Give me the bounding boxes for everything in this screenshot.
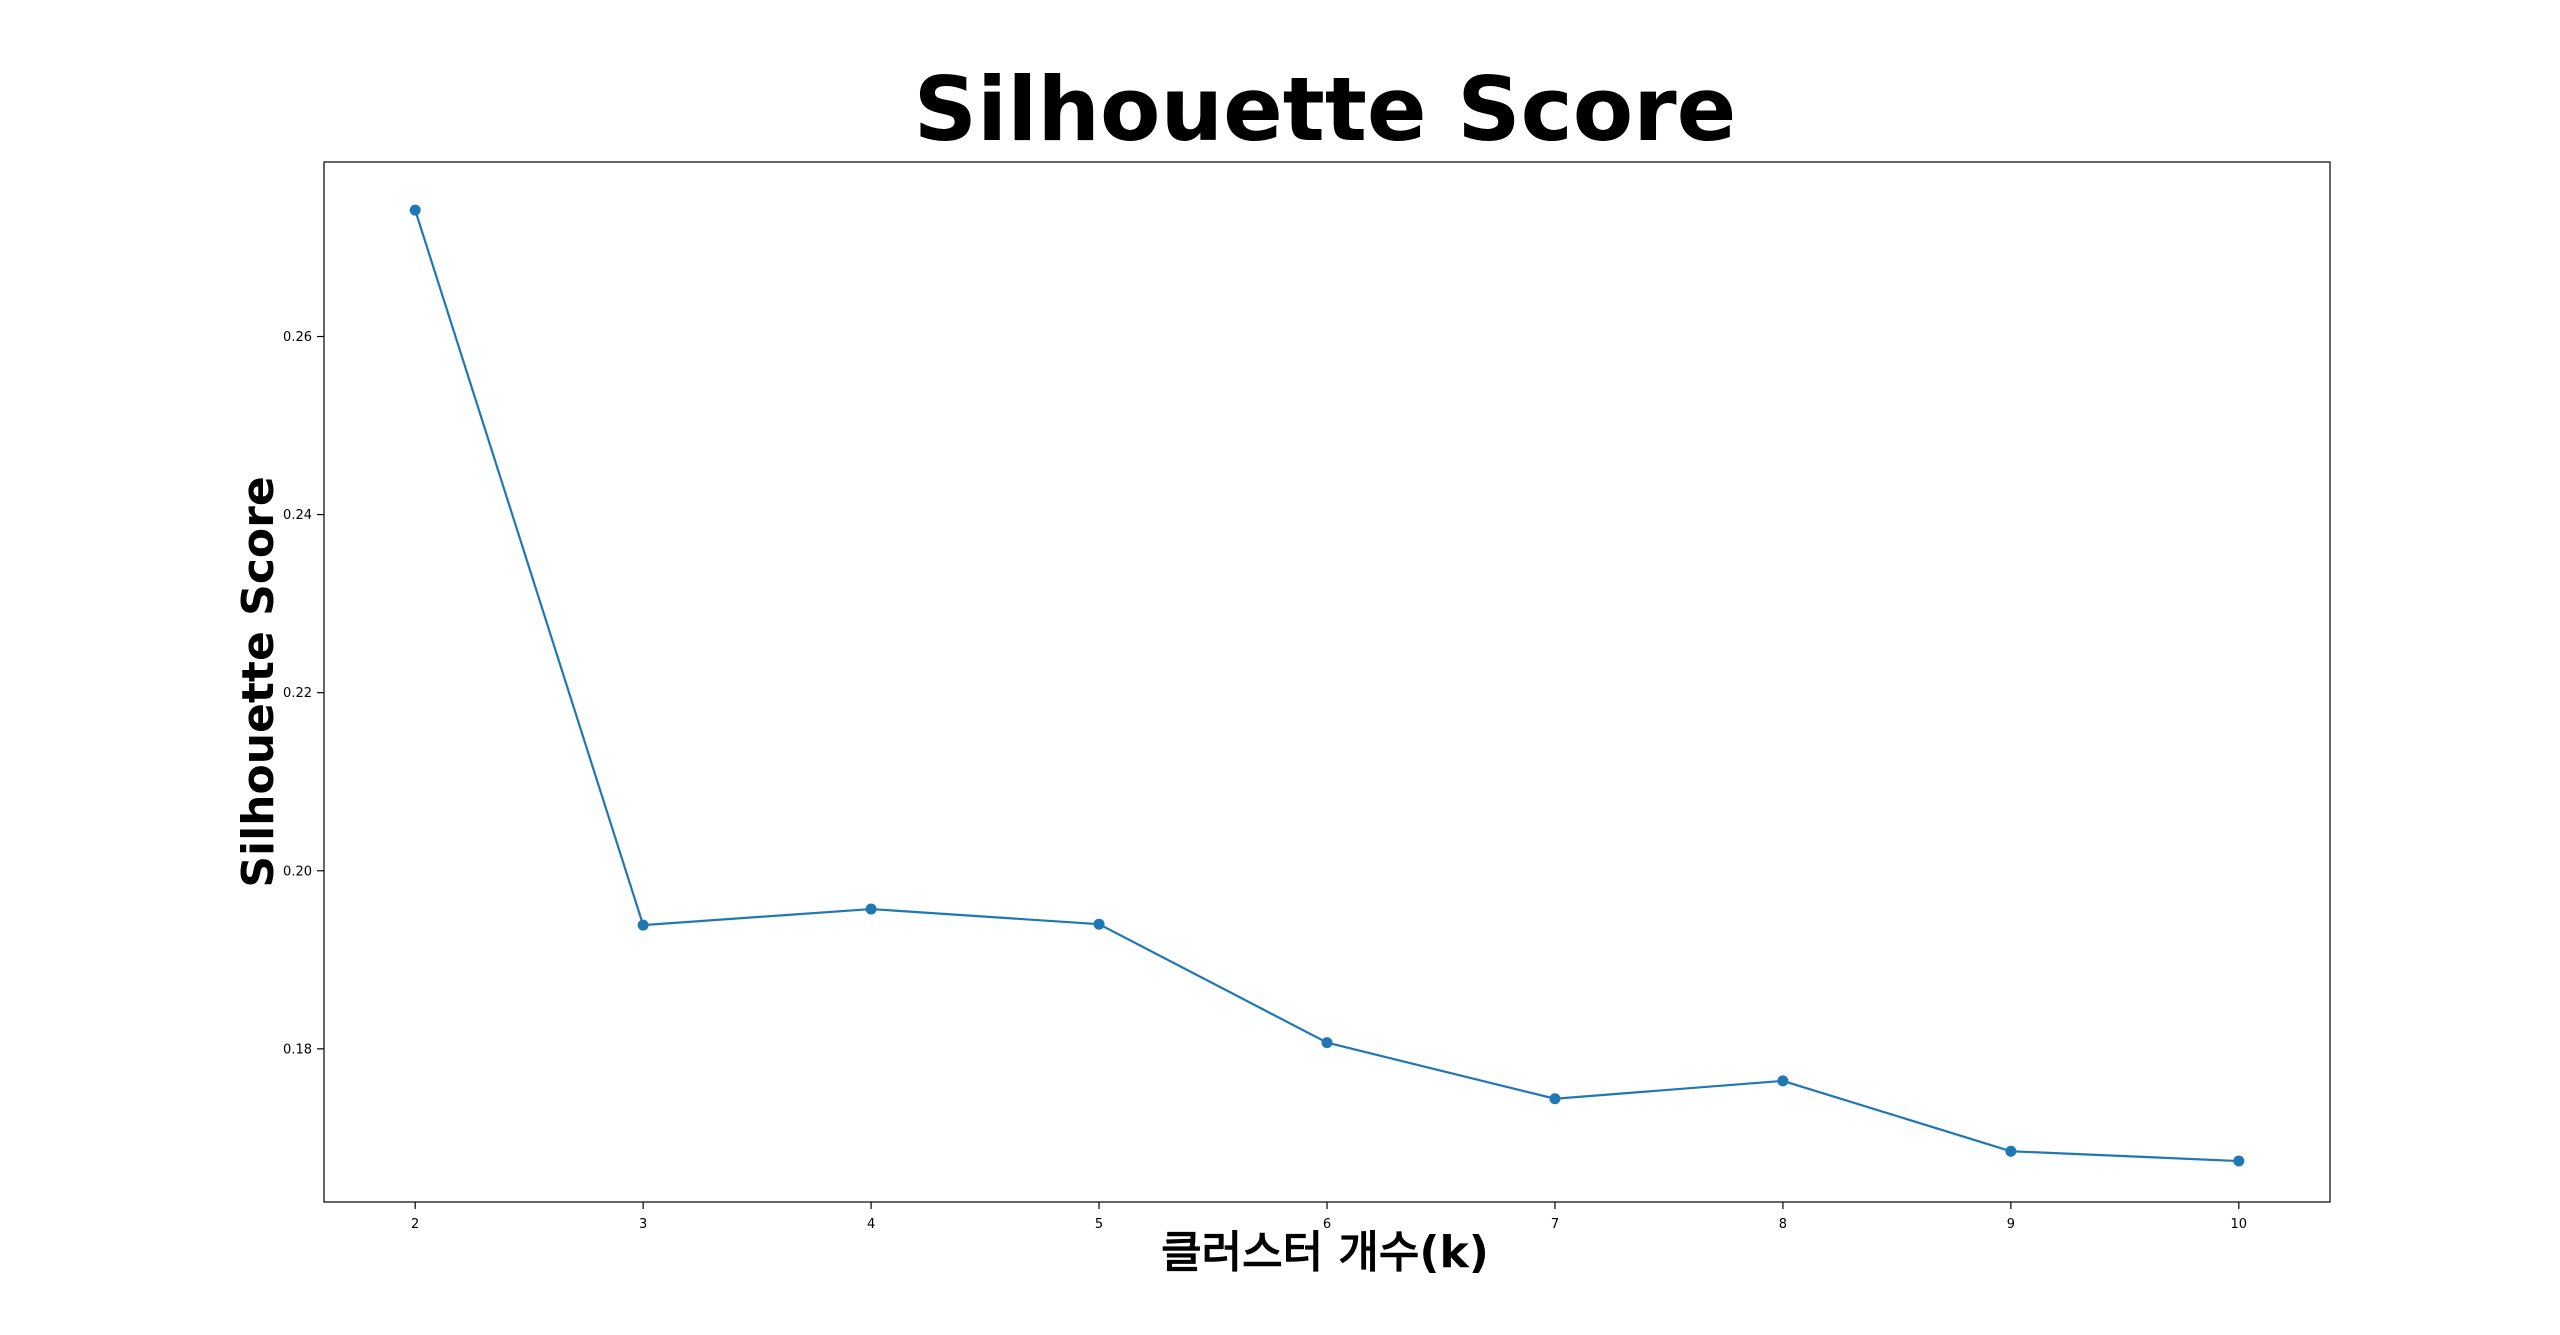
y-tick-label: 0.24 [283, 508, 312, 523]
x-tick-label: 4 [867, 1217, 875, 1232]
y-tick-label: 0.18 [283, 1042, 312, 1057]
x-tick-label: 3 [639, 1217, 647, 1232]
chart-title: Silhouette Score [914, 58, 1737, 161]
y-tick-label: 0.20 [283, 864, 312, 879]
data-point [865, 903, 877, 915]
x-tick-label: 5 [1095, 1217, 1103, 1232]
x-axis-ticks: 2 3 4 5 6 7 8 9 10 [411, 1202, 2247, 1232]
data-point [1321, 1037, 1333, 1049]
x-tick-label: 2 [411, 1217, 419, 1232]
x-tick-label: 7 [1551, 1217, 1559, 1232]
x-tick-label: 6 [1323, 1217, 1331, 1232]
data-point [2005, 1145, 2017, 1157]
x-tick-label: 9 [2007, 1217, 2015, 1232]
data-point [2233, 1155, 2245, 1167]
data-point [1777, 1075, 1789, 1087]
data-point [637, 919, 649, 931]
y-axis-ticks: 0.18 0.20 0.22 0.24 0.26 [283, 330, 324, 1057]
series-line [414, 209, 2239, 1163]
data-point [409, 204, 421, 216]
y-axis-label: Silhouette Score [233, 476, 284, 887]
x-tick-label: 10 [2231, 1217, 2248, 1232]
series-layer [409, 204, 2245, 1167]
x-tick-label: 8 [1779, 1217, 1787, 1232]
y-tick-label: 0.22 [283, 686, 312, 701]
y-tick-label: 0.26 [283, 330, 312, 345]
data-point [1549, 1093, 1561, 1105]
x-axis-label: 클러스터 개수(k) [1161, 1227, 1489, 1278]
data-point [1093, 918, 1105, 930]
